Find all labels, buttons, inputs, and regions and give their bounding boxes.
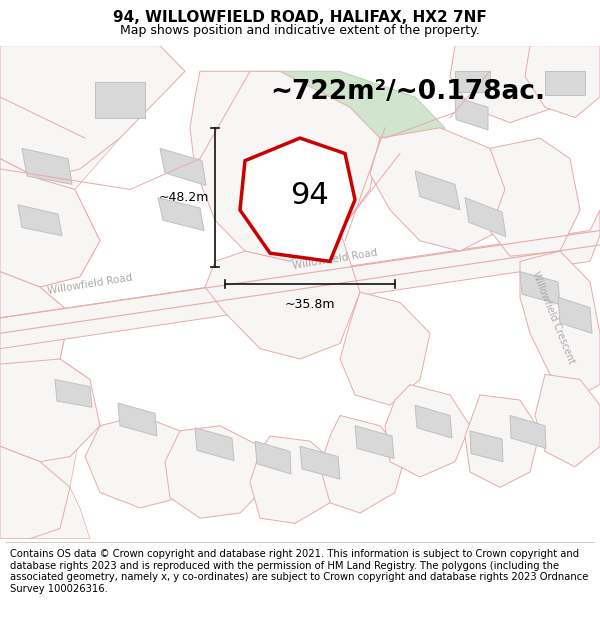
Polygon shape xyxy=(160,148,206,186)
Polygon shape xyxy=(535,374,600,467)
Polygon shape xyxy=(240,71,445,174)
Polygon shape xyxy=(85,416,200,508)
Text: Willowfield Road: Willowfield Road xyxy=(292,248,378,271)
Polygon shape xyxy=(465,198,506,237)
Polygon shape xyxy=(55,379,92,408)
Polygon shape xyxy=(385,384,470,477)
Polygon shape xyxy=(355,426,394,459)
Polygon shape xyxy=(455,97,488,130)
Polygon shape xyxy=(205,231,360,359)
Text: Willowfield Road: Willowfield Road xyxy=(47,272,133,296)
Polygon shape xyxy=(255,441,291,474)
Polygon shape xyxy=(0,446,70,539)
Text: Willowfield Crescent: Willowfield Crescent xyxy=(530,270,576,366)
Polygon shape xyxy=(195,428,234,461)
Polygon shape xyxy=(320,416,405,513)
Polygon shape xyxy=(520,251,600,395)
Polygon shape xyxy=(450,46,570,123)
Polygon shape xyxy=(510,416,546,448)
Polygon shape xyxy=(190,71,380,261)
Polygon shape xyxy=(545,71,585,95)
Text: 94: 94 xyxy=(290,181,329,210)
Polygon shape xyxy=(525,46,600,118)
Text: Map shows position and indicative extent of the property.: Map shows position and indicative extent… xyxy=(120,24,480,38)
Polygon shape xyxy=(0,359,100,462)
Polygon shape xyxy=(415,405,452,438)
Polygon shape xyxy=(455,71,490,92)
Polygon shape xyxy=(118,403,157,436)
Text: Contains OS data © Crown copyright and database right 2021. This information is : Contains OS data © Crown copyright and d… xyxy=(10,549,588,594)
Polygon shape xyxy=(0,210,600,349)
Polygon shape xyxy=(250,436,340,523)
Polygon shape xyxy=(490,138,580,256)
Polygon shape xyxy=(470,431,503,462)
Polygon shape xyxy=(465,395,540,488)
Polygon shape xyxy=(340,292,430,405)
Polygon shape xyxy=(0,272,70,374)
Polygon shape xyxy=(558,298,592,333)
Polygon shape xyxy=(95,82,145,118)
Text: ~722m²/~0.178ac.: ~722m²/~0.178ac. xyxy=(270,79,545,105)
Polygon shape xyxy=(300,446,340,479)
Polygon shape xyxy=(0,159,100,287)
Polygon shape xyxy=(240,138,355,261)
Polygon shape xyxy=(0,46,185,179)
Polygon shape xyxy=(370,128,510,251)
Polygon shape xyxy=(415,171,460,210)
Text: ~48.2m: ~48.2m xyxy=(158,191,209,204)
Text: 94, WILLOWFIELD ROAD, HALIFAX, HX2 7NF: 94, WILLOWFIELD ROAD, HALIFAX, HX2 7NF xyxy=(113,10,487,25)
Polygon shape xyxy=(158,198,204,231)
Polygon shape xyxy=(22,148,72,184)
Polygon shape xyxy=(0,46,160,539)
Polygon shape xyxy=(520,272,560,304)
Text: ~35.8m: ~35.8m xyxy=(285,298,335,311)
Polygon shape xyxy=(165,426,270,518)
Polygon shape xyxy=(18,205,62,236)
